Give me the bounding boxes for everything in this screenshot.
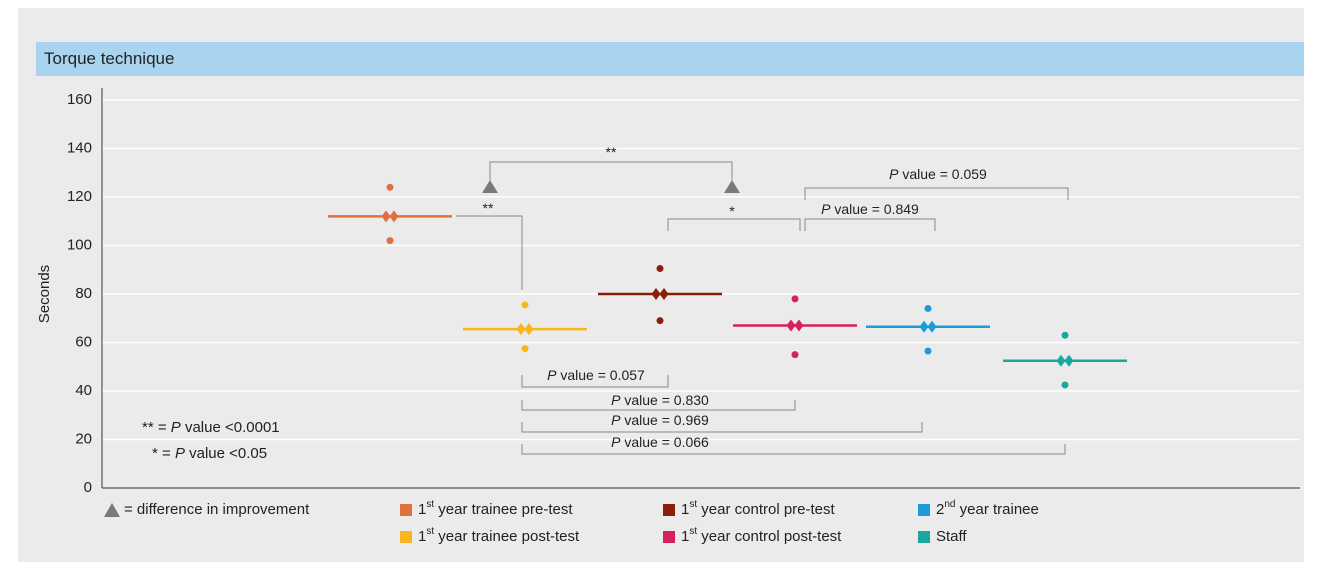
legend-label: 1st year control post-test bbox=[681, 526, 842, 545]
bracket bbox=[521, 400, 796, 411]
y-tick-label: 140 bbox=[67, 139, 92, 156]
mean-diamond bbox=[786, 319, 796, 332]
bracket bbox=[804, 187, 1069, 200]
triangle-marker bbox=[724, 180, 740, 193]
y-tick-label: 160 bbox=[67, 91, 92, 108]
annotation: ** bbox=[606, 144, 617, 160]
legend-swatch bbox=[400, 531, 412, 543]
annotation: P value = 0.057 bbox=[547, 367, 645, 383]
bracket bbox=[804, 218, 936, 231]
legend-label: 2nd year trainee bbox=[936, 499, 1039, 518]
y-tick-label: 100 bbox=[67, 236, 92, 253]
mean-diamond bbox=[919, 320, 929, 333]
mean-diamond bbox=[927, 320, 937, 333]
annotation: P value = 0.066 bbox=[611, 434, 709, 450]
high-point bbox=[1061, 331, 1069, 339]
annotation: * bbox=[729, 203, 735, 219]
legend-label: = difference in improvement bbox=[124, 501, 310, 518]
mean-diamond bbox=[516, 323, 526, 336]
bracket bbox=[521, 422, 923, 433]
legend-swatch bbox=[400, 504, 412, 516]
y-tick-label: 0 bbox=[84, 479, 92, 496]
legend-label: 1st year trainee pre-test bbox=[418, 499, 573, 518]
low-point bbox=[924, 347, 932, 355]
high-point bbox=[924, 305, 932, 313]
legend-swatch bbox=[918, 504, 930, 516]
y-tick-label: 120 bbox=[67, 188, 92, 205]
low-point bbox=[521, 345, 529, 353]
bracket bbox=[456, 215, 523, 290]
triangle-marker bbox=[482, 180, 498, 193]
legend-swatch bbox=[918, 531, 930, 543]
key-text: * = P value <0.05 bbox=[152, 445, 267, 462]
low-point bbox=[386, 237, 394, 245]
annotation: P value = 0.849 bbox=[821, 201, 919, 217]
low-point bbox=[791, 351, 799, 359]
legend-swatch bbox=[663, 531, 675, 543]
legend-label: 1st year control pre-test bbox=[681, 499, 836, 518]
key-text: ** = P value <0.0001 bbox=[142, 419, 280, 436]
legend-label: Staff bbox=[936, 528, 967, 545]
high-point bbox=[521, 301, 529, 309]
y-tick-label: 80 bbox=[75, 285, 92, 302]
y-tick-label: 20 bbox=[75, 430, 92, 447]
low-point bbox=[1061, 381, 1069, 389]
bracket bbox=[521, 444, 1066, 455]
high-point bbox=[386, 183, 394, 191]
mean-diamond bbox=[1064, 354, 1074, 367]
annotation: ** bbox=[483, 200, 494, 216]
annotation: P value = 0.969 bbox=[611, 412, 709, 428]
panel bbox=[18, 8, 1304, 562]
legend-triangle bbox=[104, 503, 120, 517]
annotation: P value = 0.830 bbox=[611, 392, 709, 408]
mean-diamond bbox=[659, 288, 669, 300]
mean-diamond bbox=[381, 210, 391, 223]
title-bar bbox=[36, 42, 1304, 76]
legend-swatch bbox=[663, 504, 675, 516]
legend-label: 1st year trainee post-test bbox=[418, 526, 580, 545]
chart-title: Torque technique bbox=[44, 49, 174, 68]
annotation: P value = 0.059 bbox=[889, 166, 987, 182]
bracket bbox=[489, 161, 733, 180]
high-point bbox=[656, 265, 664, 273]
mean-diamond bbox=[524, 323, 534, 336]
mean-diamond bbox=[1056, 354, 1066, 367]
mean-diamond bbox=[651, 288, 661, 300]
y-axis-label: Seconds bbox=[36, 265, 53, 323]
mean-diamond bbox=[794, 319, 804, 332]
y-tick-label: 60 bbox=[75, 333, 92, 350]
bracket bbox=[521, 375, 669, 388]
bracket bbox=[667, 218, 801, 231]
low-point bbox=[656, 317, 664, 325]
y-tick-label: 40 bbox=[75, 382, 92, 399]
high-point bbox=[791, 295, 799, 303]
mean-diamond bbox=[389, 210, 399, 223]
